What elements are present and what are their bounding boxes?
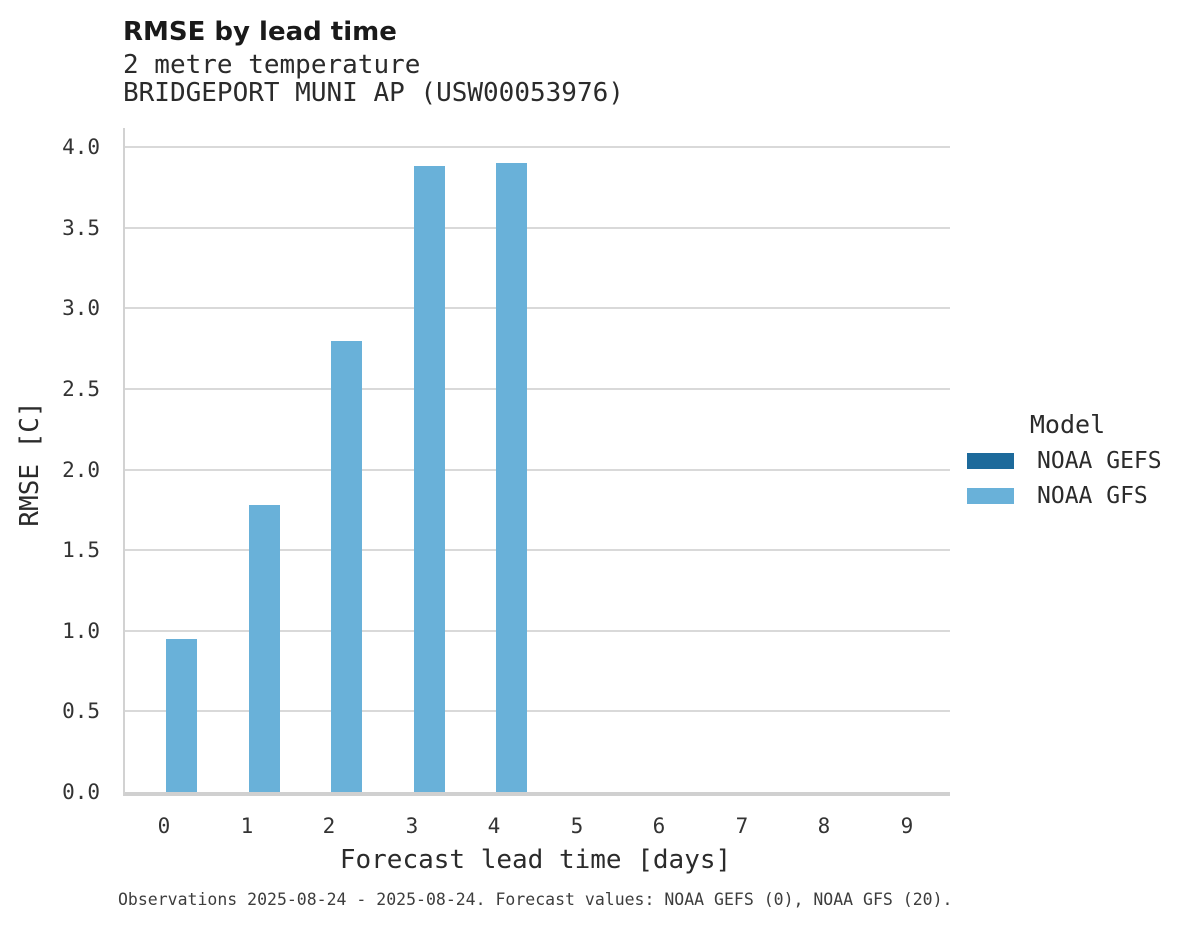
x-tick-label: 2 [322,814,336,838]
legend-item-label: NOAA GFS [1037,482,1148,509]
bar-noaa-gfs-lead-0 [166,639,197,792]
legend-title: Model [1029,410,1106,439]
x-tick-label: 6 [652,814,666,838]
bar-noaa-gfs-lead-2 [331,341,362,792]
x-tick-label: 9 [900,814,914,838]
legend-item: NOAA GEFS [967,449,1170,472]
chart-subtitle-station: BRIDGEPORT MUNI AP (USW00053976) [123,78,624,108]
legend: Model NOAA GEFS NOAA GFS [965,410,1170,523]
chart-subtitle-variable: 2 metre temperature [123,50,421,80]
y-tick-label: 0.5 [62,699,100,723]
y-tick-label: 2.5 [62,377,100,401]
y-tick-label: 3.0 [62,296,100,320]
page-title: RMSE by lead time [123,17,397,47]
x-tick-label: 7 [735,814,749,838]
plot-panel [123,128,950,796]
legend-item-label: NOAA GEFS [1037,447,1162,474]
x-tick-label: 4 [487,814,501,838]
x-tick-label: 1 [240,814,254,838]
bar-noaa-gfs-lead-4 [496,163,527,792]
x-tick-label: 0 [157,814,171,838]
legend-swatch [967,488,1014,504]
y-tick-label: 0.0 [62,780,100,804]
x-tick-label: 3 [405,814,419,838]
gridline [125,307,950,309]
gridline [125,710,950,712]
gridline [125,630,950,632]
gridline [125,469,950,471]
bar-noaa-gfs-lead-1 [249,505,280,792]
y-tick-label: 1.0 [62,619,100,643]
y-tick-label: 4.0 [62,135,100,159]
y-axis-title: RMSE [C] [15,401,45,527]
x-tick-label: 5 [570,814,584,838]
legend-swatch [967,453,1014,469]
y-tick-label: 3.5 [62,216,100,240]
x-axis-title: Forecast lead time [days] [339,845,732,875]
chart-caption: Observations 2025-08-24 - 2025-08-24. Fo… [118,890,953,909]
gridline [125,227,950,229]
gridline [125,388,950,390]
gridline [125,146,950,148]
y-tick-label: 1.5 [62,538,100,562]
legend-item: NOAA GFS [967,484,1170,507]
y-tick-label: 2.0 [62,458,100,482]
bar-noaa-gfs-lead-3 [414,166,445,792]
x-tick-label: 8 [817,814,831,838]
gridline [125,549,950,551]
